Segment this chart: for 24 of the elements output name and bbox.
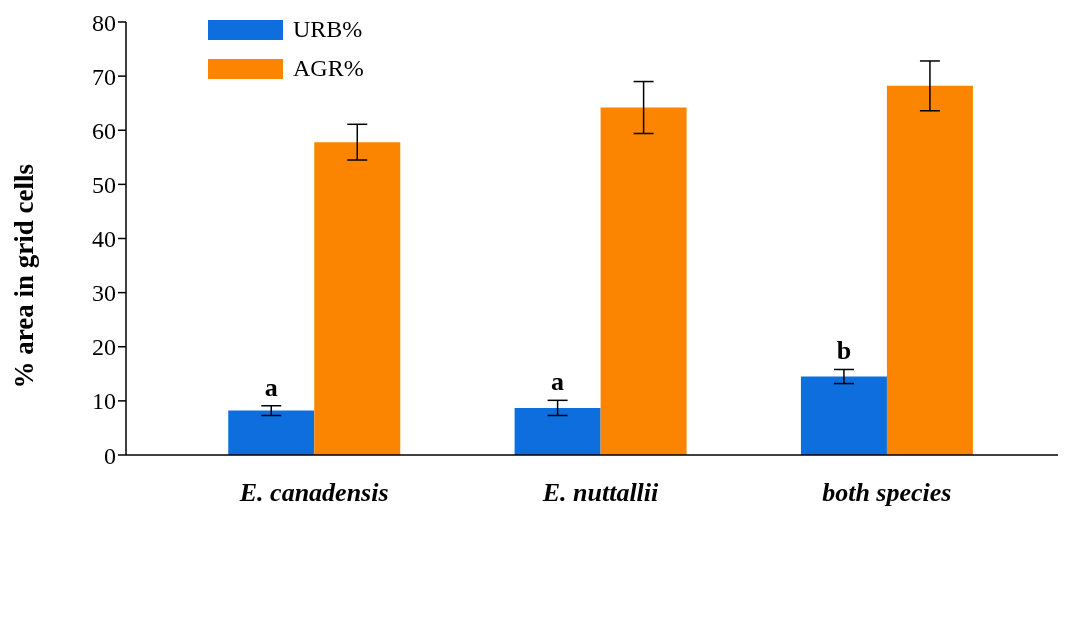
bar [600,107,687,455]
y-tick-label: 0 [104,442,116,469]
y-tick-label: 10 [92,388,116,415]
y-tick-label: 30 [92,280,116,307]
x-tick-label: E. canadensis [238,478,389,508]
annotation: a [551,367,565,397]
y-tick-label: 40 [92,226,116,253]
y-axis-title: % area in grid cells [8,164,39,389]
x-tick-label: both species [822,478,952,508]
y-tick-label: 80 [92,9,116,36]
bar [228,410,315,455]
bar [314,142,401,455]
bar [886,85,973,455]
annotation: a [264,372,278,402]
y-tick-label: 20 [92,334,116,361]
y-tick-label: 60 [92,117,116,144]
y-tick-label: 70 [92,63,116,90]
annotation: b [836,336,852,366]
legend-label: URB% [293,16,363,43]
legend-label: AGR% [293,55,364,82]
bar [800,376,887,455]
x-tick-label: E. nuttallii [541,478,660,508]
y-tick-label: 50 [92,171,116,198]
bar [514,407,601,455]
